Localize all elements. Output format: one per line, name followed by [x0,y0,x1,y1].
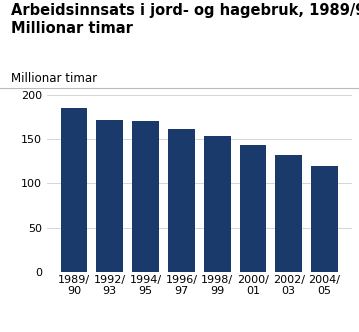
Bar [311,166,338,272]
Bar [96,121,123,272]
Bar [132,121,159,272]
Text: Arbeidsinnsats i jord- og hagebruk, 1989/90-2004/05.
Millionar timar: Arbeidsinnsats i jord- og hagebruk, 1989… [11,3,359,36]
Bar [275,155,302,272]
Bar [239,145,266,272]
Text: Millionar timar: Millionar timar [11,72,97,85]
Bar [168,129,195,272]
Bar [61,108,87,272]
Bar [204,136,230,272]
